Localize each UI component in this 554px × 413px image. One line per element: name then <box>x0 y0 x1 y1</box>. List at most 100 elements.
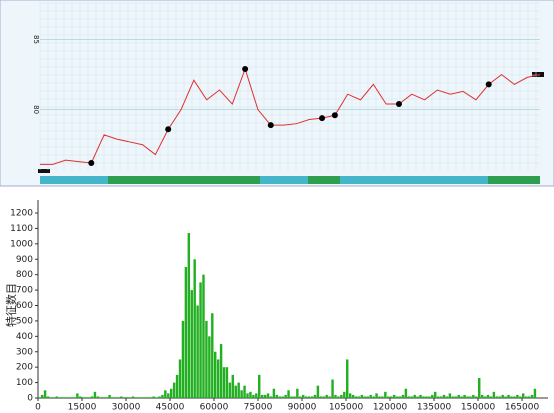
bar <box>38 397 41 398</box>
x-tick-label: 90000 <box>288 403 317 413</box>
x-tick-label: 105000 <box>329 403 364 413</box>
bar <box>469 396 472 398</box>
bar <box>214 351 217 398</box>
bar <box>269 396 273 398</box>
bar <box>193 259 196 398</box>
bar <box>58 397 61 398</box>
bar <box>527 396 531 398</box>
bar <box>475 396 478 398</box>
bar <box>387 396 390 398</box>
marker <box>242 65 249 72</box>
y-tick-label: 300 <box>16 347 33 357</box>
bar <box>480 394 484 398</box>
bar <box>293 396 296 398</box>
bar <box>357 396 361 398</box>
bar <box>287 390 290 398</box>
bar <box>472 394 475 398</box>
bar <box>363 396 367 398</box>
bar <box>328 396 331 398</box>
bar <box>275 394 279 398</box>
bar <box>322 396 325 398</box>
bar <box>390 396 393 398</box>
bar <box>483 396 487 398</box>
bar <box>381 396 384 398</box>
bar <box>492 391 496 398</box>
bar <box>266 393 270 398</box>
bar <box>84 397 88 398</box>
y-tick-label: 500 <box>16 316 33 326</box>
bar <box>486 394 490 398</box>
bar <box>61 397 64 398</box>
bar <box>524 396 528 398</box>
bar <box>463 394 466 398</box>
bar <box>46 396 50 398</box>
bar <box>510 396 513 398</box>
marker <box>331 112 338 119</box>
bar <box>181 320 185 398</box>
bar <box>67 397 70 398</box>
y-tick-label: 0 <box>27 394 33 404</box>
bar <box>237 382 240 398</box>
bar <box>105 397 108 398</box>
bar <box>208 336 211 398</box>
bar <box>87 397 91 398</box>
bar <box>404 388 408 398</box>
bar <box>419 394 422 398</box>
bar <box>422 396 425 398</box>
bar <box>337 396 340 398</box>
bar <box>522 393 525 398</box>
bar <box>260 394 264 398</box>
bar <box>175 374 179 398</box>
marker <box>267 122 274 129</box>
bar <box>278 396 281 398</box>
bar <box>378 396 381 398</box>
bar <box>140 397 144 398</box>
bar <box>137 397 141 398</box>
bar <box>384 391 387 398</box>
bar <box>498 396 501 398</box>
bar <box>478 377 481 398</box>
bar <box>146 397 149 398</box>
y-tick-label: 85 <box>32 35 40 44</box>
bar <box>310 396 314 398</box>
bar <box>331 379 334 398</box>
bar <box>507 394 510 398</box>
bar <box>149 397 152 398</box>
bar <box>225 367 229 398</box>
y-axis-label: 特征数目 <box>4 283 18 327</box>
bar <box>43 390 47 398</box>
y-tick-label: 80 <box>32 105 40 114</box>
legend-block <box>38 169 50 173</box>
bar <box>172 382 176 398</box>
marker <box>88 159 95 166</box>
y-tick-label: 700 <box>16 286 33 296</box>
bar <box>79 396 82 398</box>
x-tick-label: 120000 <box>373 403 408 413</box>
bar <box>234 385 237 398</box>
bar <box>401 394 405 398</box>
bar <box>348 393 352 398</box>
bar <box>126 397 129 398</box>
bar <box>76 393 79 398</box>
bar <box>436 396 440 398</box>
bar <box>425 396 428 398</box>
bar <box>249 391 252 398</box>
bar <box>284 394 287 398</box>
bar <box>228 382 232 398</box>
bar <box>304 396 308 398</box>
bar <box>516 394 519 398</box>
marker <box>485 81 492 88</box>
bar <box>325 394 328 398</box>
bar <box>131 396 135 398</box>
bar <box>354 396 358 398</box>
bar <box>448 393 452 398</box>
bar <box>190 290 193 398</box>
bar <box>428 396 431 398</box>
bar <box>93 391 97 398</box>
y-tick-label: 900 <box>16 255 33 265</box>
bar <box>70 397 73 398</box>
top-panel <box>0 0 554 187</box>
bar <box>372 396 375 398</box>
bar <box>343 391 346 398</box>
